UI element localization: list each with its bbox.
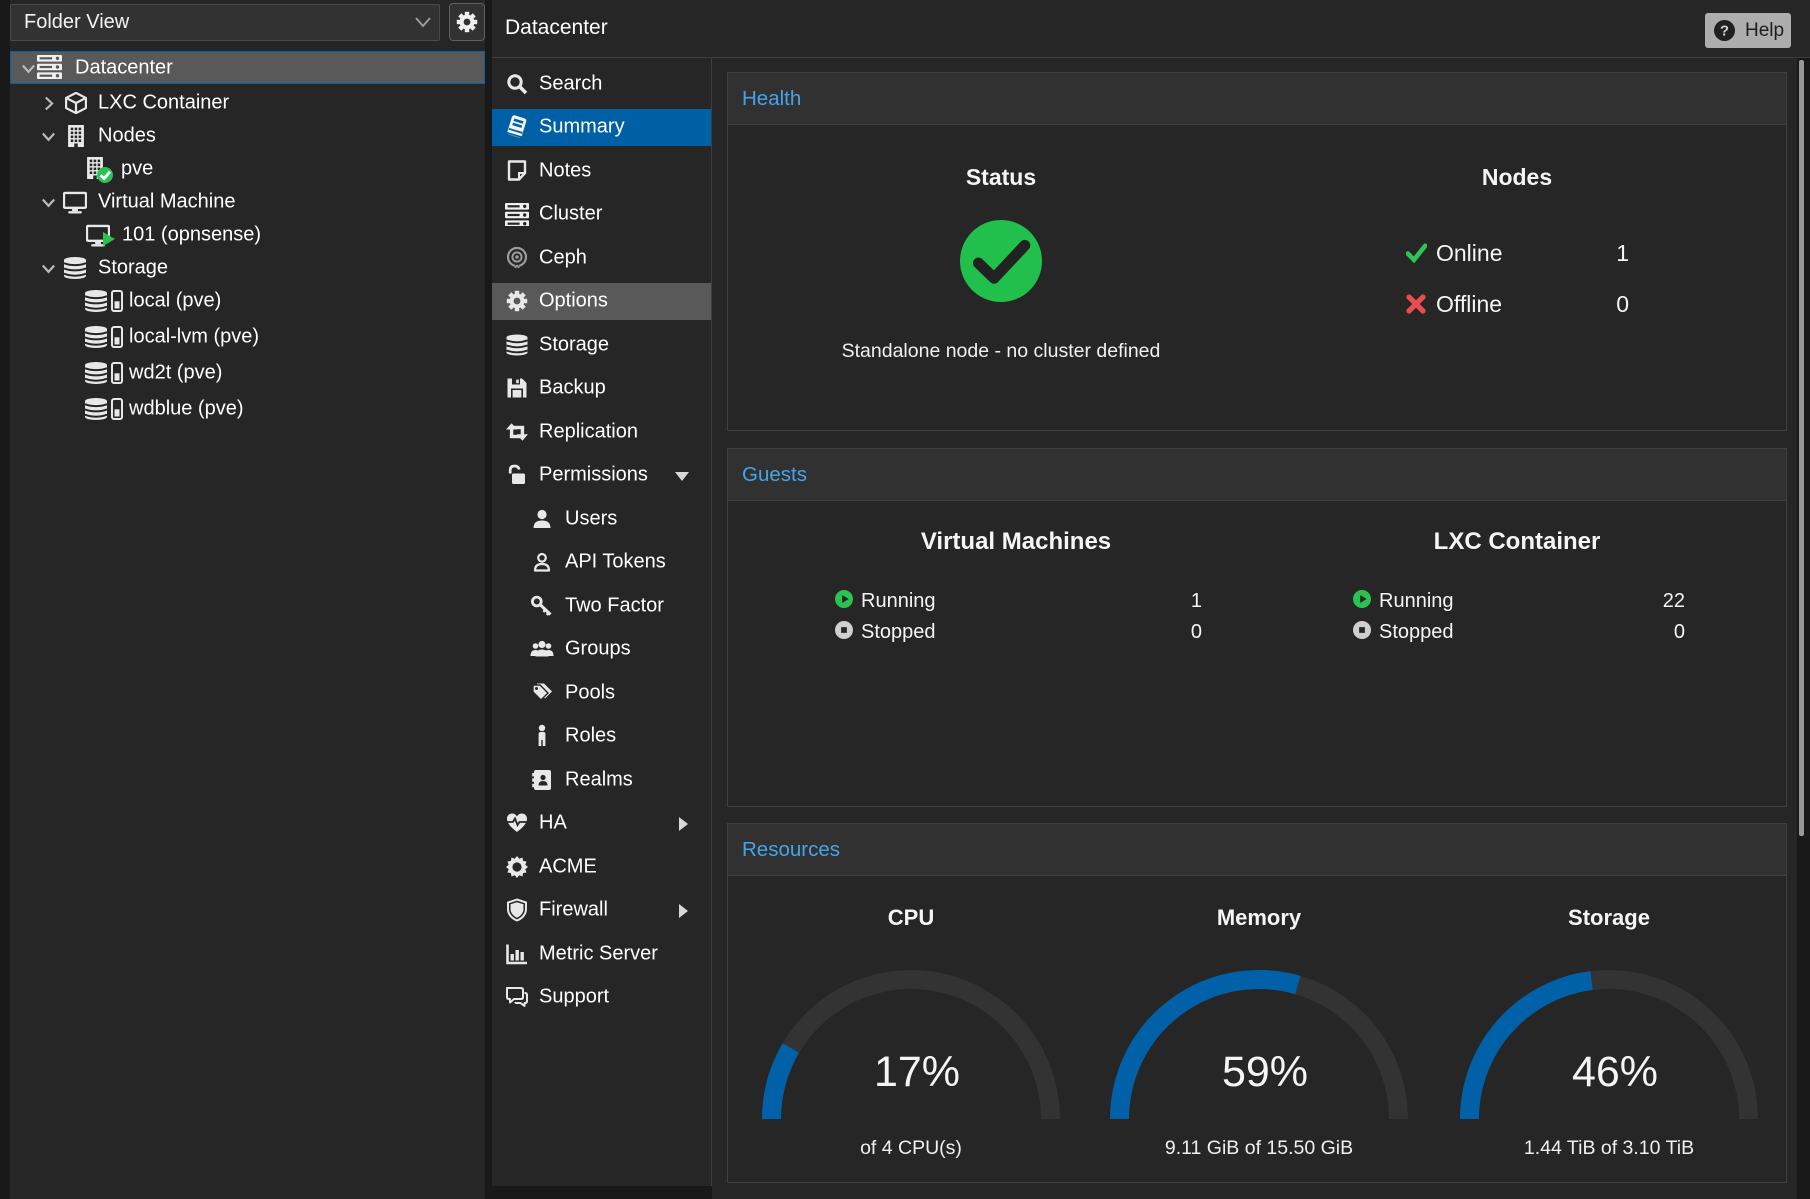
svg-text:?: ?: [1720, 23, 1729, 40]
